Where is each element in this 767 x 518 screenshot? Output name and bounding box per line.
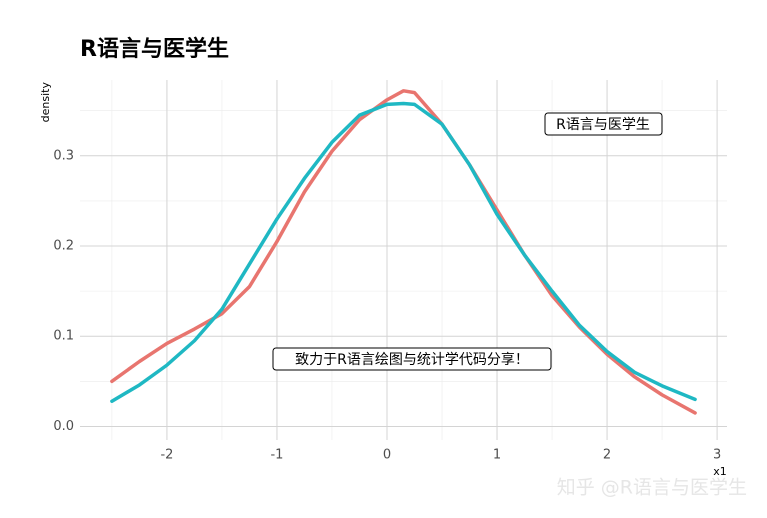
y-tick-label: 0.3 <box>53 148 74 163</box>
grid <box>80 80 727 440</box>
x-tick-label: -1 <box>270 448 283 463</box>
y-axis-label: density <box>39 82 52 123</box>
annotation-box <box>272 347 552 371</box>
annotation-text: 致力于R语言绘图与统计学代码分享！ <box>295 351 529 368</box>
watermark: 知乎 @R语言与医学生 <box>557 477 747 499</box>
x-tick-label: -2 <box>160 448 173 463</box>
chart-title: R语言与医学生 <box>80 36 229 62</box>
annotation: R语言与医学生 <box>544 112 663 136</box>
x-tick-label: 2 <box>603 448 611 463</box>
x-tick-label: 3 <box>713 448 721 463</box>
y-tick-label: 0.1 <box>53 329 74 344</box>
annotation: 致力于R语言绘图与统计学代码分享！ <box>272 347 552 371</box>
x-axis-label: x1 <box>713 465 727 478</box>
y-tick-label: 0.0 <box>53 419 74 434</box>
density-line <box>110 101 697 403</box>
annotation-text: R语言与医学生 <box>556 117 650 133</box>
x-tick-label: 1 <box>493 448 501 463</box>
annotation-box <box>544 112 663 136</box>
y-tick-label: 0.2 <box>53 239 74 254</box>
x-tick-label: 0 <box>383 448 391 463</box>
lines <box>110 89 697 415</box>
